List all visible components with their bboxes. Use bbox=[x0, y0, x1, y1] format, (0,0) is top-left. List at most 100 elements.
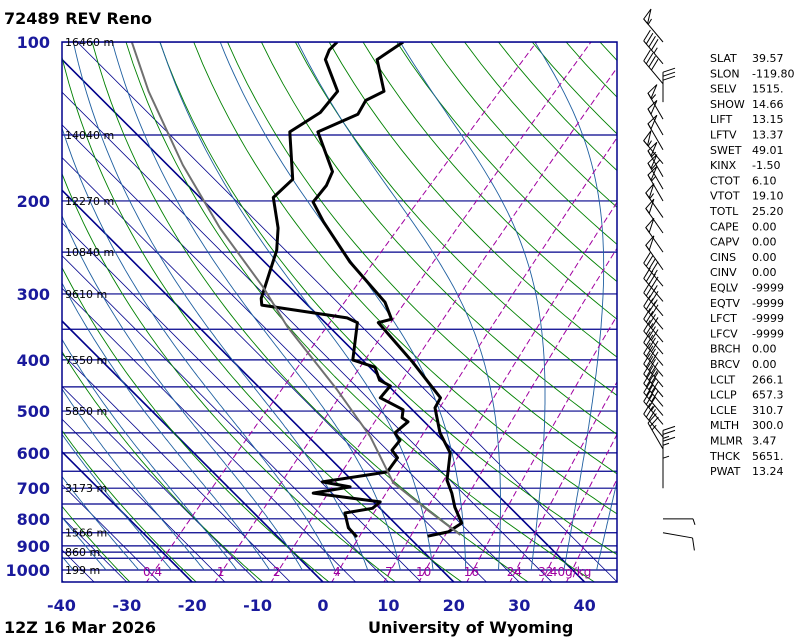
barb-flag bbox=[647, 166, 658, 182]
moist-adiabat bbox=[62, 126, 336, 571]
mixing-ratio-label: 32 bbox=[538, 565, 553, 579]
wind-barbs bbox=[643, 8, 696, 551]
wind-barb bbox=[643, 267, 664, 302]
pressure-tick-label: 200 bbox=[17, 192, 50, 211]
index-name: CINS bbox=[710, 251, 736, 264]
barb-half bbox=[662, 435, 670, 439]
wind-barb bbox=[647, 413, 664, 450]
dry-adiabat bbox=[62, 350, 264, 582]
mixing-ratio-line bbox=[270, 66, 617, 582]
moist-adiabat bbox=[62, 214, 303, 571]
barb-full bbox=[643, 342, 651, 354]
moist-adiabat bbox=[62, 475, 140, 571]
barb-half bbox=[649, 193, 654, 199]
barb-full bbox=[651, 39, 659, 51]
barb-staff bbox=[643, 278, 664, 302]
index-value: 13.15 bbox=[752, 113, 784, 126]
moist-adiabat bbox=[62, 516, 107, 571]
barb-full bbox=[662, 429, 676, 435]
isotherm bbox=[76, 42, 617, 582]
index-value: 310.7 bbox=[752, 404, 784, 417]
barb-full bbox=[648, 287, 656, 300]
wind-barb bbox=[647, 166, 664, 202]
barb-full bbox=[645, 32, 654, 45]
barb-full bbox=[645, 298, 654, 310]
barb-full bbox=[643, 252, 651, 264]
barb-flag bbox=[643, 130, 652, 147]
height-label: 5850 m bbox=[65, 405, 107, 418]
index-name: LCLP bbox=[710, 389, 737, 402]
wind-barb bbox=[643, 403, 664, 438]
dry-adiabat bbox=[294, 42, 617, 397]
index-value: 13.24 bbox=[752, 465, 784, 478]
moist-adiabat bbox=[62, 433, 172, 571]
dry-adiabat bbox=[464, 42, 617, 208]
index-name: SHOW bbox=[710, 98, 745, 111]
barb-half bbox=[651, 424, 657, 431]
barb-half bbox=[651, 404, 656, 411]
barb-full bbox=[648, 326, 656, 338]
index-name: CINV bbox=[710, 266, 737, 279]
parcel-profile bbox=[130, 42, 462, 536]
wind-barb bbox=[663, 518, 696, 525]
barb-flag bbox=[643, 8, 652, 25]
barb-half bbox=[651, 151, 657, 158]
wind-barb bbox=[643, 342, 664, 377]
barb-full bbox=[651, 329, 659, 341]
index-name: LIFT bbox=[710, 113, 733, 126]
barb-full bbox=[645, 323, 654, 335]
barb-full bbox=[647, 413, 657, 424]
barb-half bbox=[651, 175, 657, 182]
isotherm bbox=[62, 450, 193, 582]
index-value: 0.00 bbox=[752, 251, 777, 264]
index-value: 6.10 bbox=[752, 174, 777, 187]
index-name: LCLT bbox=[710, 373, 735, 386]
index-name: BRCH bbox=[710, 343, 741, 356]
barb-staff bbox=[662, 532, 693, 539]
barb-staff bbox=[643, 363, 664, 388]
barb-full bbox=[648, 409, 656, 421]
index-value: -9999 bbox=[752, 282, 784, 295]
index-value: 25.20 bbox=[752, 205, 784, 218]
barb-full bbox=[645, 345, 654, 357]
barb-half bbox=[653, 47, 658, 54]
mixing-ratio-line bbox=[418, 247, 617, 582]
index-value: -9999 bbox=[752, 327, 784, 340]
wind-barb bbox=[643, 331, 664, 366]
mixing-ratio-line bbox=[214, 42, 592, 582]
dry-adiabat bbox=[430, 42, 617, 245]
index-name: CTOT bbox=[710, 174, 740, 187]
dry-adiabat bbox=[125, 42, 596, 582]
barb-staff bbox=[643, 342, 664, 366]
mixing-ratio-label: 10 bbox=[416, 565, 431, 579]
index-name: LFTV bbox=[710, 129, 737, 142]
mixing-ratio-label: 24 bbox=[507, 565, 522, 579]
barb-staff bbox=[643, 60, 664, 85]
moist-adiabat bbox=[596, 479, 617, 571]
barb-flag bbox=[647, 154, 658, 170]
mixing-ratio-label: 1 bbox=[217, 565, 225, 579]
height-label: 7550 m bbox=[65, 354, 107, 367]
barb-flag bbox=[645, 217, 655, 234]
barb-half bbox=[692, 518, 696, 525]
barb-full bbox=[651, 381, 659, 393]
barb-full bbox=[645, 255, 654, 267]
wind-barb bbox=[647, 141, 664, 178]
wind-barb bbox=[643, 130, 664, 164]
chart-title: 72489 REV Reno bbox=[4, 9, 152, 28]
index-name: KINX bbox=[710, 159, 737, 172]
isotherm bbox=[62, 255, 389, 582]
barb-full bbox=[645, 284, 654, 297]
index-name: THCK bbox=[709, 450, 741, 463]
dry-adiabat bbox=[62, 172, 397, 582]
height-label: 10840 m bbox=[65, 246, 114, 259]
barb-full bbox=[645, 355, 654, 368]
index-value: -9999 bbox=[752, 297, 784, 310]
mixing-ratio-line bbox=[541, 433, 617, 582]
barb-full bbox=[643, 372, 651, 384]
index-value: 300.0 bbox=[752, 419, 784, 432]
index-value: 266.1 bbox=[752, 373, 784, 386]
temperature-tick-label: 10 bbox=[377, 596, 399, 615]
isotherm bbox=[62, 189, 455, 582]
mixing-ratio-label: 0.4 bbox=[143, 565, 162, 579]
